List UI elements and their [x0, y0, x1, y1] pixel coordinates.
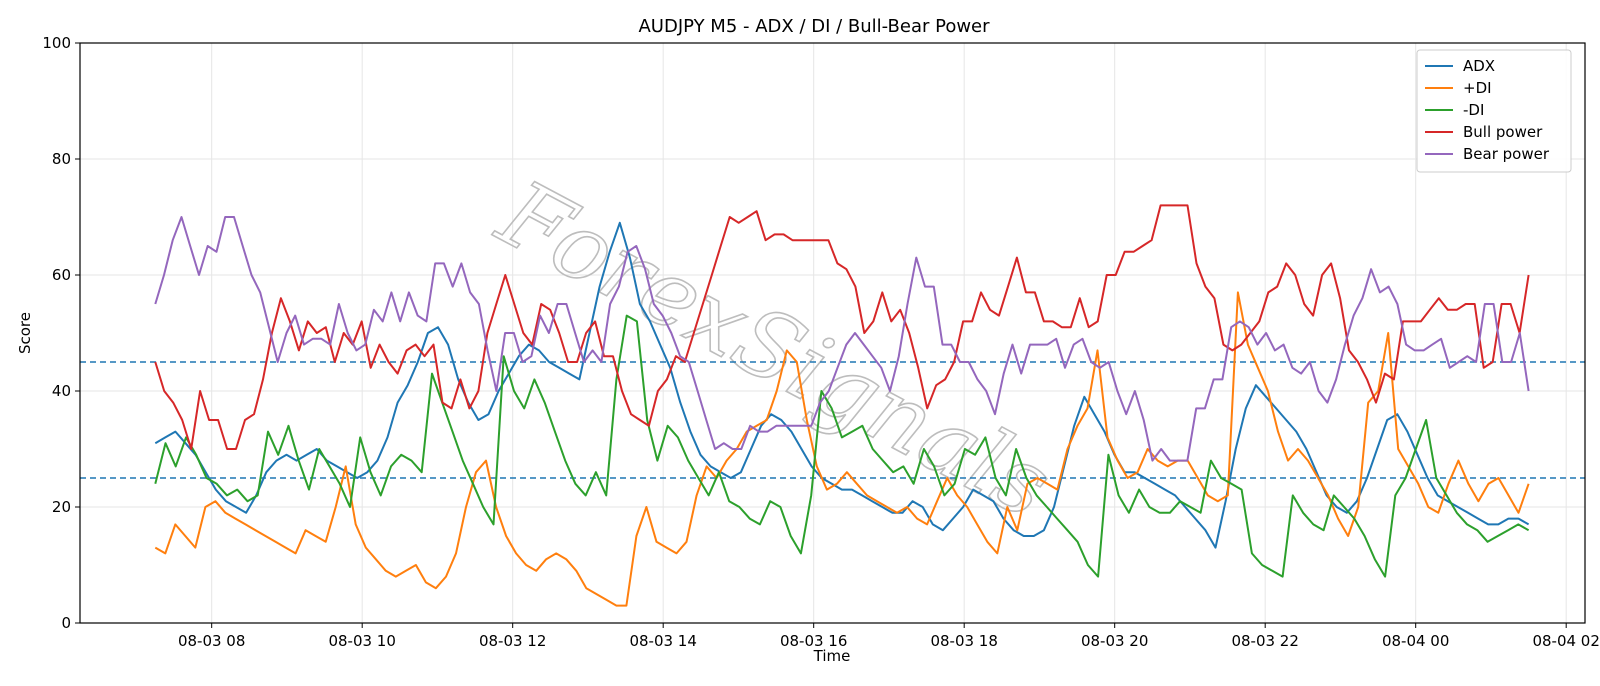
legend-label: ADX — [1463, 57, 1495, 75]
y-tick-label: 60 — [52, 266, 71, 284]
x-tick-label: 08-03 16 — [780, 632, 847, 650]
x-tick-label: 08-04 00 — [1382, 632, 1449, 650]
legend-box — [1416, 49, 1572, 173]
reference-lines — [80, 361, 1585, 479]
y-tick-label: 100 — [42, 34, 71, 52]
series-line-adx — [154, 221, 1530, 549]
x-tick-label: 08-03 08 — [178, 632, 245, 650]
x-tick-label: 08-03 14 — [629, 632, 696, 650]
y-tick-label: 40 — [52, 382, 71, 400]
x-tick-label: 08-03 12 — [479, 632, 546, 650]
y-tick-label: 80 — [52, 150, 71, 168]
x-tick-label: 08-04 02 — [1532, 632, 1599, 650]
x-tick-label: 08-03 22 — [1231, 632, 1298, 650]
plot-frame — [79, 42, 1586, 624]
x-tick-label: 08-03 10 — [328, 632, 395, 650]
x-axis-label: Time — [813, 647, 851, 665]
x-tick-label: 08-03 20 — [1081, 632, 1148, 650]
legend-label: +DI — [1463, 79, 1492, 97]
y-axis-label: Score — [16, 312, 34, 354]
legend-label: -DI — [1463, 101, 1484, 119]
chart-title: AUDJPY M5 - ADX / DI / Bull-Bear Power — [638, 16, 990, 37]
legend-label: Bear power — [1463, 145, 1550, 163]
series-layer — [154, 204, 1530, 607]
y-tick-label: 20 — [52, 498, 71, 516]
x-tick-label: 08-03 18 — [930, 632, 997, 650]
y-tick-label: 0 — [61, 614, 71, 632]
series-line--di — [154, 291, 1530, 607]
x-axis: 08-03 08 08-03 10 08-03 12 08-03 14 08-03 16… — [178, 623, 1600, 650]
legend: ADX +DI -DI Bull power Bear power — [1416, 49, 1572, 173]
series-line-bear-power — [154, 216, 1530, 462]
y-axis: 0 20 40 60 80 100 — [42, 34, 80, 632]
legend-label: Bull power — [1463, 123, 1543, 141]
series-line-bull-power — [154, 204, 1530, 450]
series-line--di — [154, 314, 1530, 578]
